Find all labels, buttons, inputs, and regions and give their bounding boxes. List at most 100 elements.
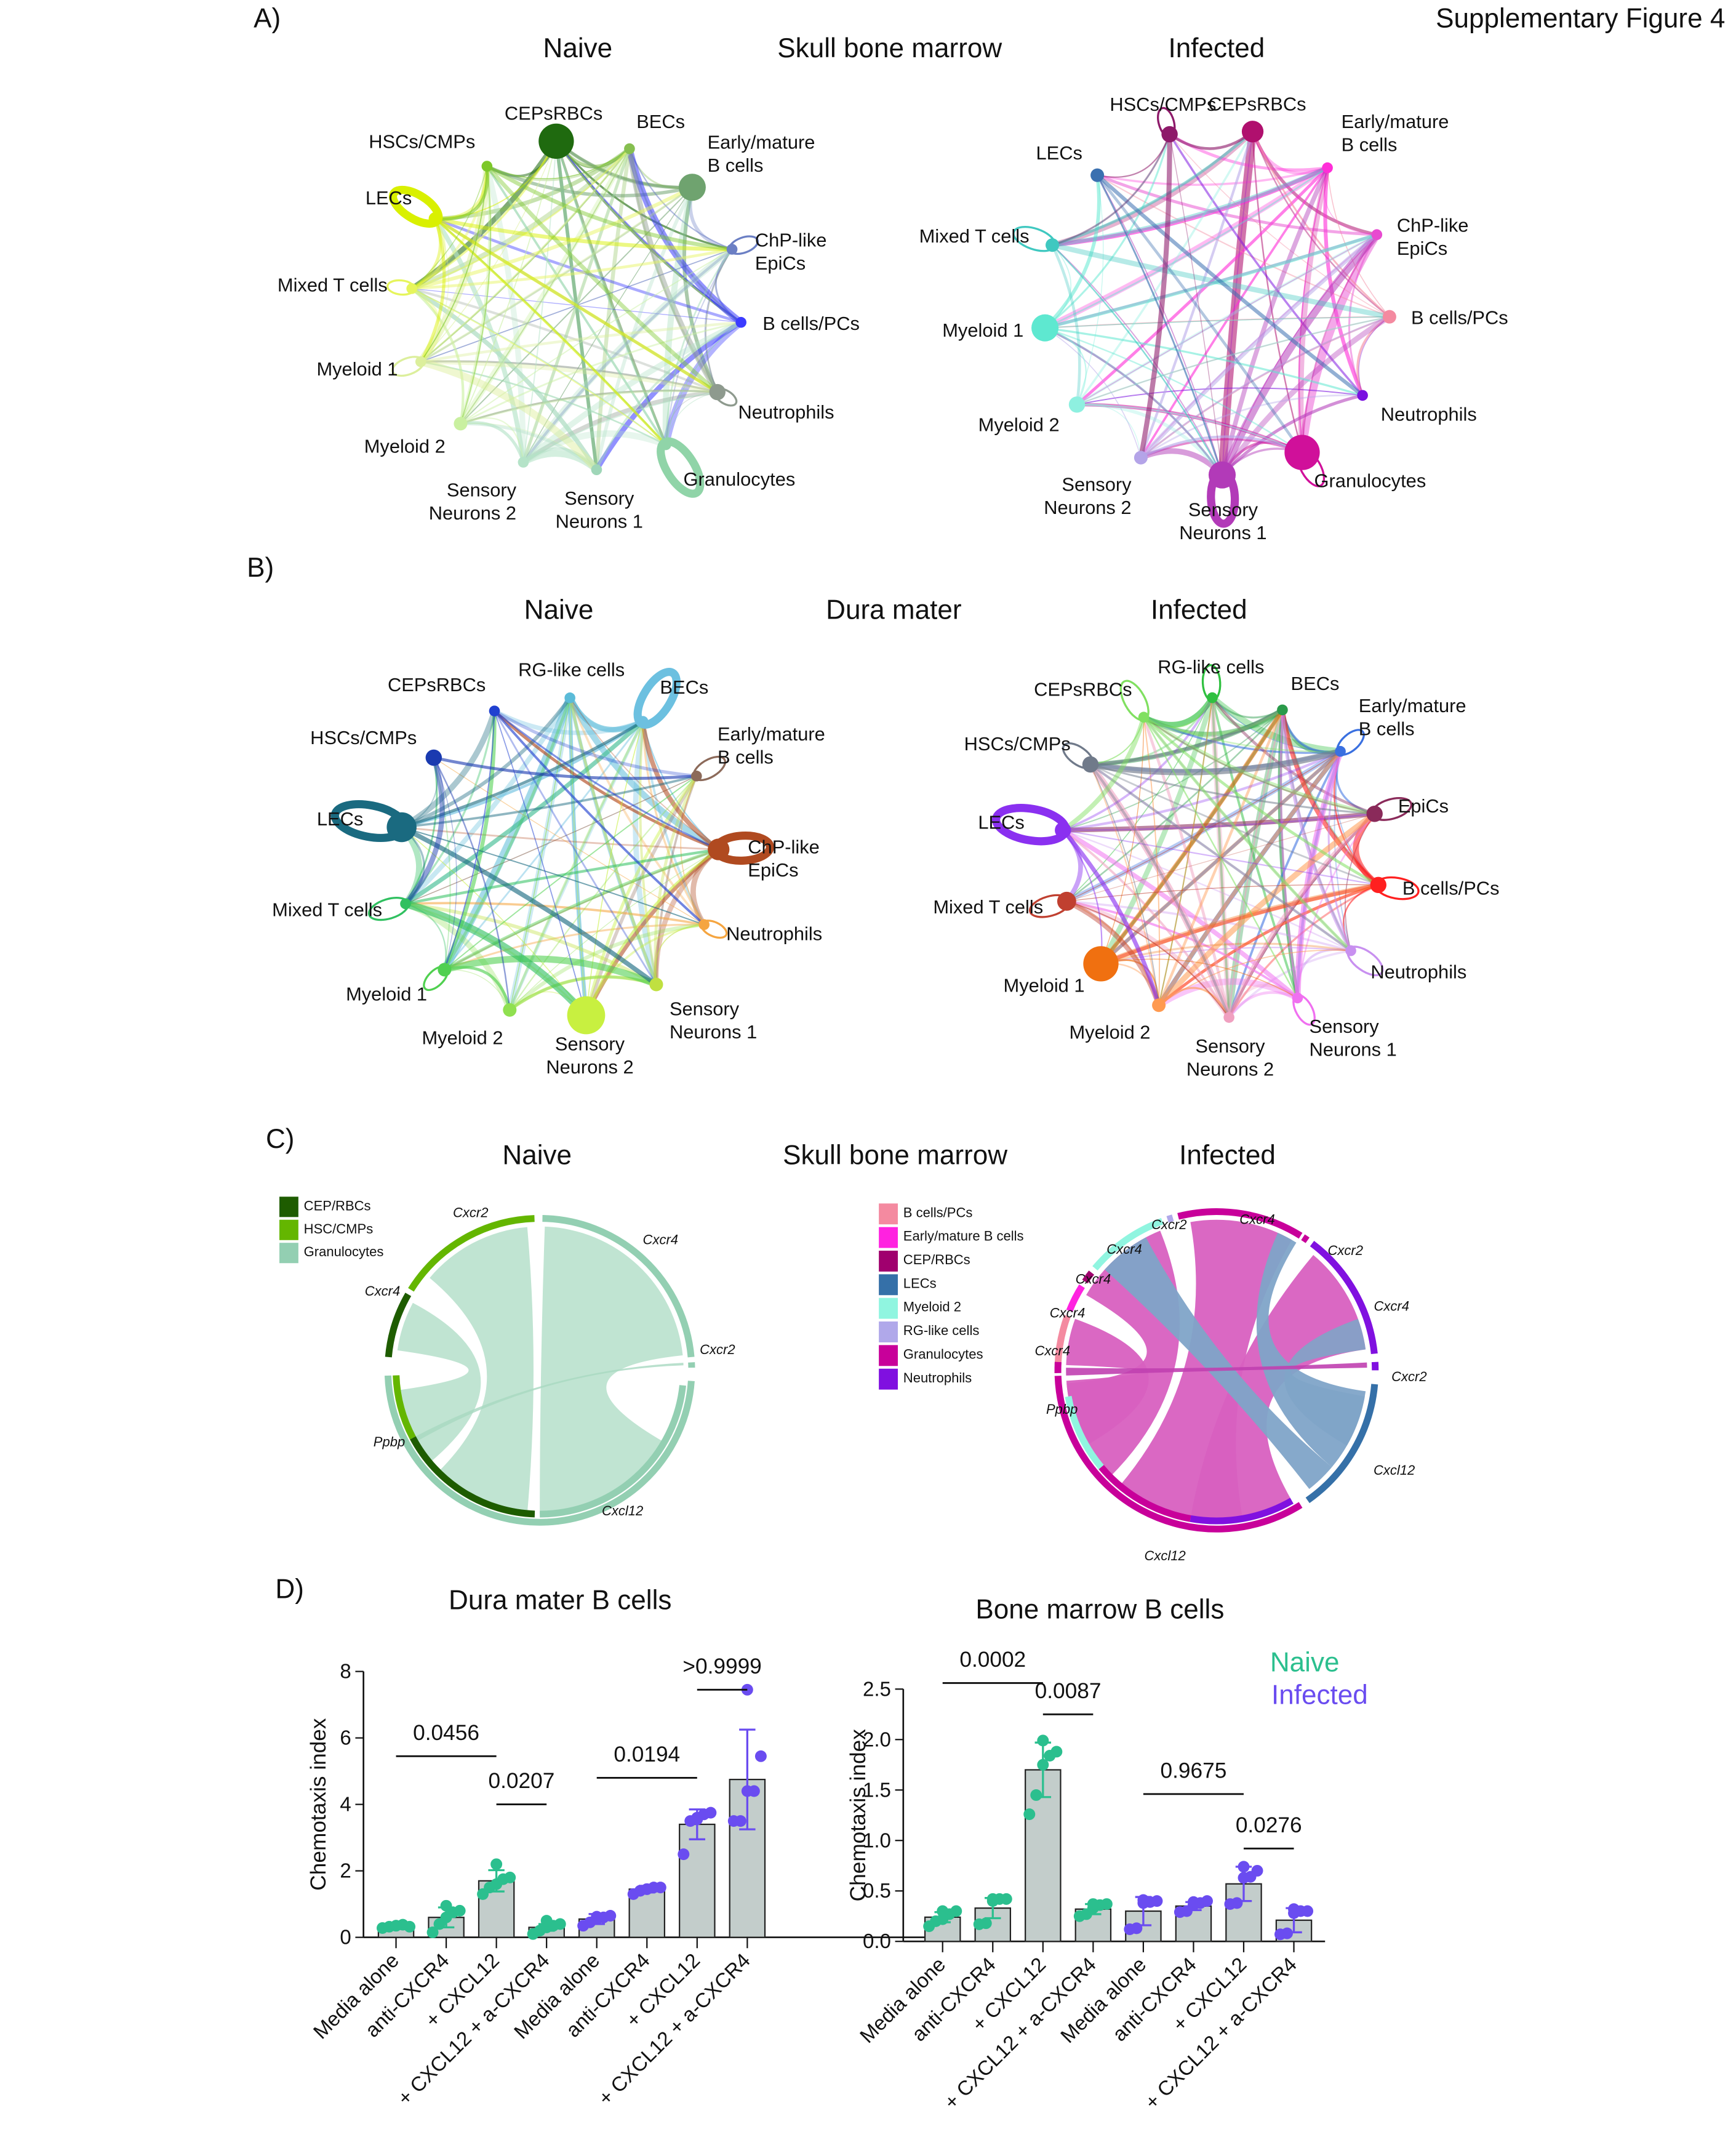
edge <box>494 710 705 926</box>
legend-label: LECs <box>903 1275 937 1291</box>
edge <box>1076 175 1104 405</box>
node[interactable] <box>1345 945 1356 956</box>
node[interactable] <box>637 716 649 727</box>
node[interactable] <box>1382 310 1396 324</box>
chord-sector[interactable] <box>384 1375 695 1526</box>
edge <box>444 966 511 1011</box>
panel-d-letter: D) <box>275 1574 304 1605</box>
node[interactable] <box>678 174 706 201</box>
node[interactable] <box>1366 806 1383 822</box>
chord-sector[interactable] <box>542 1215 695 1358</box>
node-label-line: EpiCs <box>1398 795 1449 817</box>
node[interactable] <box>1068 396 1086 413</box>
node[interactable] <box>386 812 417 843</box>
chord-sector[interactable] <box>1065 1395 1104 1470</box>
node[interactable] <box>428 212 442 226</box>
node[interactable] <box>691 771 702 782</box>
edge <box>509 697 570 1010</box>
node[interactable] <box>1046 238 1060 252</box>
chord-sector[interactable] <box>1092 1217 1164 1271</box>
node[interactable] <box>1322 162 1333 174</box>
node[interactable] <box>591 464 602 475</box>
chord-sector[interactable] <box>1305 1384 1378 1504</box>
chord-sector[interactable] <box>1310 1241 1378 1354</box>
node[interactable] <box>567 996 606 1035</box>
data-point <box>678 1848 690 1861</box>
legend-label: B cells/PCs <box>903 1205 973 1220</box>
node[interactable] <box>564 692 575 704</box>
edge <box>522 141 557 463</box>
node[interactable] <box>1152 998 1166 1012</box>
chord-sector[interactable] <box>1166 1214 1174 1223</box>
chord-sector[interactable] <box>1190 1498 1294 1525</box>
node[interactable] <box>708 838 730 860</box>
edge <box>460 141 557 424</box>
chord-sector[interactable] <box>1054 1315 1071 1365</box>
node[interactable] <box>1335 745 1346 757</box>
node[interactable] <box>454 417 468 431</box>
chord-sector[interactable] <box>1082 1270 1095 1284</box>
node[interactable] <box>1284 435 1320 470</box>
node[interactable] <box>489 705 500 716</box>
edge <box>1063 750 1341 832</box>
chord-sector[interactable] <box>540 1385 686 1518</box>
chord-sector[interactable] <box>385 1293 412 1358</box>
node[interactable] <box>660 439 671 451</box>
node[interactable] <box>518 457 529 468</box>
chord-sector[interactable] <box>1177 1208 1303 1239</box>
node[interactable] <box>1082 756 1099 773</box>
edge <box>405 903 447 970</box>
node[interactable] <box>1241 121 1264 143</box>
node[interactable] <box>649 977 663 992</box>
node[interactable] <box>1371 229 1383 241</box>
node[interactable] <box>415 356 426 367</box>
chord-sector[interactable] <box>1066 1284 1085 1312</box>
node[interactable] <box>624 143 635 154</box>
chord-sector[interactable] <box>1054 1376 1303 1533</box>
node[interactable] <box>698 919 710 931</box>
edge <box>1076 387 1363 406</box>
node[interactable] <box>1208 461 1236 489</box>
node[interactable] <box>726 244 738 255</box>
node[interactable] <box>1207 692 1218 704</box>
node[interactable] <box>1090 168 1105 182</box>
chord-sector[interactable] <box>393 1375 416 1440</box>
node[interactable] <box>1357 390 1368 401</box>
node[interactable] <box>481 161 493 172</box>
node-label-line: Myeloid 1 <box>346 983 427 1004</box>
node[interactable] <box>1223 1012 1234 1023</box>
node[interactable] <box>1031 314 1059 342</box>
edge <box>460 421 525 463</box>
node[interactable] <box>709 383 726 401</box>
chord-sector[interactable] <box>1098 1465 1191 1522</box>
node[interactable] <box>503 1003 517 1017</box>
node[interactable] <box>425 749 442 766</box>
node[interactable] <box>1134 451 1148 465</box>
node[interactable] <box>400 898 411 910</box>
node[interactable] <box>438 963 452 977</box>
node[interactable] <box>1161 126 1178 143</box>
node[interactable] <box>1057 891 1076 911</box>
node[interactable] <box>1277 704 1288 716</box>
chord-sector[interactable] <box>408 1215 535 1292</box>
node-label-line: Mixed T cells <box>278 275 388 296</box>
node[interactable] <box>1370 876 1386 894</box>
chord-sector[interactable] <box>410 1436 535 1518</box>
edge <box>1066 900 1298 999</box>
y-tick-label: 0 <box>340 1927 351 1949</box>
node[interactable] <box>735 316 746 328</box>
edge <box>403 756 445 906</box>
chart-title: Bone marrow B cells <box>975 1595 1224 1625</box>
node[interactable] <box>1055 822 1071 838</box>
chord-sector[interactable] <box>1301 1234 1310 1243</box>
node-label-line: CEPsRBCs <box>1208 93 1306 114</box>
node[interactable] <box>1292 992 1303 1004</box>
node[interactable] <box>1138 712 1150 723</box>
node[interactable] <box>406 283 418 294</box>
node[interactable] <box>538 123 574 159</box>
node[interactable] <box>1083 946 1119 982</box>
node-label: Sensory Neurons 1 <box>1179 499 1266 543</box>
data-point <box>1000 1893 1012 1905</box>
edge <box>420 358 599 473</box>
edge <box>640 721 720 852</box>
